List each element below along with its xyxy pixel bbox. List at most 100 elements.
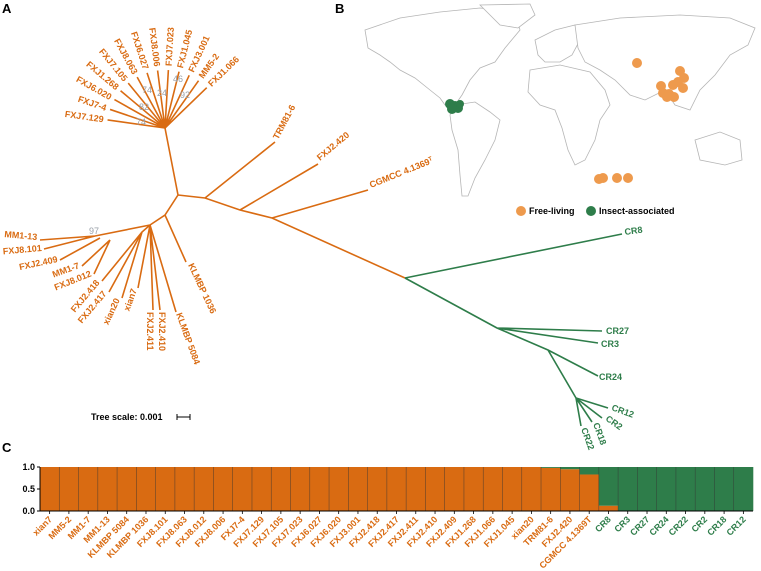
tip-label: FXJ8.006 <box>147 27 162 67</box>
bar-segment-free-living <box>541 467 561 511</box>
world-map: Free-living Insect-associated <box>364 3 756 216</box>
tip-label: CGMCC 4.1369T <box>368 155 435 190</box>
bar-segment-free-living <box>425 467 445 511</box>
tip-label: CR8 <box>624 225 643 237</box>
bootstrap-value: 82 <box>139 102 149 112</box>
free-living-dots <box>594 58 689 184</box>
bar-segment-free-living <box>271 467 291 511</box>
bootstrap-value: 92 <box>180 90 190 100</box>
bar-segment-free-living <box>521 467 542 511</box>
africa <box>527 64 611 166</box>
europe <box>534 24 581 63</box>
tip-label: CR27 <box>606 326 629 336</box>
bar-segment-free-living <box>579 474 600 511</box>
y-tick-label: 0.5 <box>22 484 35 494</box>
south-america <box>449 101 501 197</box>
bar-segment-free-living <box>174 467 195 511</box>
bar-segment-free-living <box>386 467 407 511</box>
tip-label: CR3 <box>601 339 619 349</box>
bootstrap-value: 97 <box>89 226 99 236</box>
tip-label: FXJ2.420 <box>315 130 351 163</box>
tip-label: FXJ7.129 <box>64 109 104 124</box>
bar-segment-insect-associated <box>714 467 735 511</box>
bar-segment-free-living <box>406 467 426 511</box>
map-legend: Free-living Insect-associated <box>516 206 675 216</box>
australia <box>694 131 743 166</box>
bar-segment-insect-associated <box>695 467 715 511</box>
bar-segment-free-living <box>59 467 79 511</box>
tree-scale-label: Tree scale: 0.001 <box>91 412 163 422</box>
x-tick-label: CR18 <box>705 514 728 537</box>
greenland <box>479 3 536 29</box>
tree-scale-bar <box>176 414 191 420</box>
bar-segment-free-living <box>560 469 580 511</box>
x-tick-label: CR22 <box>667 514 690 537</box>
tip-label: KLMBP 5084 <box>174 311 202 366</box>
tip-label: FXJ8.101 <box>2 243 42 256</box>
bar-segment-insect-associated <box>733 467 754 511</box>
bar-segment-free-living <box>367 467 388 511</box>
bootstrap-value: 24 <box>157 88 167 98</box>
tree-scale: Tree scale: 0.001 <box>91 412 191 422</box>
tip-label: MM1-13 <box>4 229 38 242</box>
bar-segment-free-living <box>213 467 234 511</box>
bar-segment-insect-associated <box>675 467 696 511</box>
bar-segment-insect-associated <box>637 467 657 511</box>
x-tick-label: CR27 <box>628 514 651 537</box>
bar-segment-free-living <box>309 467 330 511</box>
bootstrap-value: 74 <box>136 117 146 127</box>
insect-associated-dots <box>445 99 464 114</box>
bar-segment-insect-associated <box>656 467 677 511</box>
tip-label: KLMBP 1036 <box>186 262 218 315</box>
bar-segment-free-living <box>598 505 619 511</box>
tip-label: FXJ2.411 <box>145 312 155 351</box>
top-clade-branch <box>107 70 208 129</box>
tip-label: CR24 <box>599 372 622 382</box>
tip-label: TRM81-6 <box>271 103 297 141</box>
bar-segment-free-living <box>444 467 465 511</box>
bar-segment-insect-associated <box>618 467 638 511</box>
panel-label-b: B <box>335 1 344 16</box>
tip-label: CR2 <box>604 413 624 432</box>
bootstrap-value: 46 <box>173 74 183 84</box>
tip-label: xian20 <box>101 297 122 327</box>
bar-segment-free-living <box>97 467 118 511</box>
bar-segment-free-living <box>348 467 368 511</box>
top-clade-labels: FXJ7.129 FXJ7-4 FXJ6.020 FXJ1.268 FXJ7.1… <box>64 27 241 124</box>
tree-branches-orange <box>39 127 406 313</box>
bar-segment-free-living <box>251 467 272 511</box>
bar-segment-free-living <box>117 467 137 511</box>
top-clade-bootstraps: 74 82 74 24 46 92 <box>136 74 190 127</box>
tip-label: FXJ7.023 <box>164 27 176 67</box>
panel-label-a: A <box>2 1 12 16</box>
bar-segment-insect-associated <box>541 467 561 468</box>
x-tick-label: CR12 <box>724 514 747 537</box>
y-tick-label: 0.0 <box>22 506 35 516</box>
tree-branches-green <box>404 233 623 427</box>
tip-label: FXJ2.410 <box>157 312 167 351</box>
legend-label-free-living: Free-living <box>529 206 575 216</box>
bar-segment-free-living <box>136 467 156 511</box>
bar-segment-free-living <box>329 467 349 511</box>
panel-label-c: C <box>2 440 12 455</box>
bar-segment-free-living <box>40 467 60 511</box>
legend-swatch-insect <box>586 206 596 216</box>
legend-label-insect: Insect-associated <box>599 206 675 216</box>
bar-segment-free-living <box>502 467 523 511</box>
x-tick-label: CR8 <box>593 514 613 534</box>
top-clade-branches <box>107 70 208 129</box>
bar-segment-free-living <box>290 467 311 511</box>
bootstrap-value: 74 <box>142 85 152 95</box>
north-america <box>364 7 521 106</box>
bar-segment-free-living <box>463 467 484 511</box>
bar-segment-free-living <box>155 467 176 511</box>
bar-segment-insect-associated <box>598 467 619 506</box>
bar-segment-insect-associated <box>579 467 600 475</box>
bar-segment-free-living <box>232 467 253 511</box>
bar-segment-free-living <box>483 467 503 511</box>
bar-segment-insect-associated <box>560 467 580 470</box>
x-tick-label: CR24 <box>647 514 670 537</box>
asia <box>574 14 756 111</box>
